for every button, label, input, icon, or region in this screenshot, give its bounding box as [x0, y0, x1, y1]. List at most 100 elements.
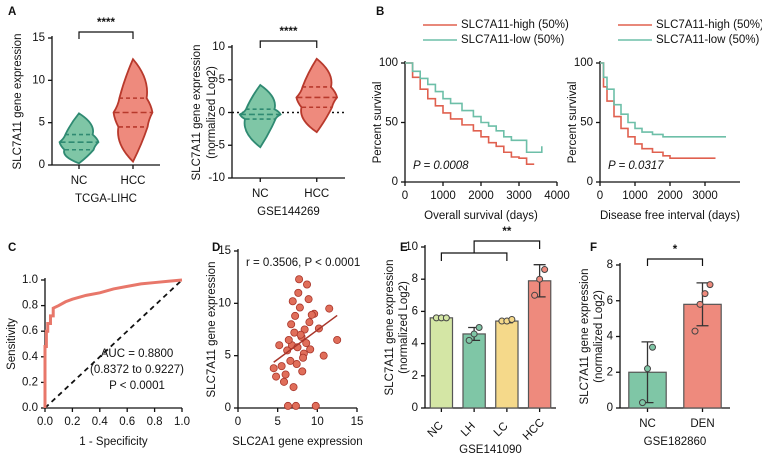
point — [691, 327, 699, 335]
point — [286, 356, 295, 365]
annotation: r = 0.3506, P < 0.0001 — [246, 257, 360, 269]
point — [696, 300, 704, 308]
point — [291, 311, 300, 320]
point — [292, 360, 301, 369]
fit-line — [273, 314, 338, 363]
y-tick-label: 4 — [412, 338, 419, 350]
point — [294, 288, 303, 297]
x-tick-label: NC — [639, 418, 656, 430]
significance-label: * — [673, 244, 678, 256]
y-axis-label: (normalized Log2) — [398, 281, 410, 374]
significance-bracket — [78, 31, 134, 39]
point — [706, 281, 714, 289]
y-axis-label: SLC7A11 gene expression — [384, 260, 396, 396]
y-tick-label: 15 — [218, 245, 231, 257]
point — [295, 275, 304, 284]
x-axis-label: GSE141090 — [459, 444, 522, 456]
significance-label: **** — [97, 17, 115, 29]
x-tick-label: DEN — [690, 418, 714, 430]
x-tick-label: HCC — [304, 188, 329, 200]
point — [305, 318, 314, 327]
y-tick-label: -5 — [215, 139, 225, 151]
point — [296, 330, 305, 339]
x-tick-label: 1000 — [622, 190, 648, 202]
point — [302, 339, 311, 348]
violin — [112, 57, 154, 164]
x-tick-label: 0.2 — [64, 416, 80, 428]
violin — [295, 57, 339, 134]
point — [281, 370, 290, 379]
point — [536, 275, 544, 283]
roc-curve — [43, 278, 183, 408]
y-tick-label: 8 — [412, 273, 418, 285]
bar — [462, 333, 486, 409]
significance-bracket — [440, 240, 541, 261]
point — [465, 336, 473, 344]
violin — [238, 83, 282, 149]
point — [325, 304, 334, 313]
y-tick-label: 0 — [412, 402, 418, 414]
x-tick-label: 4000 — [544, 190, 570, 202]
point — [288, 297, 297, 306]
y-tick-label: 0.4 — [22, 351, 39, 363]
y-axis-label: Percent survival — [372, 82, 384, 164]
panel-label: E — [400, 242, 408, 254]
x-tick-label: HCC — [121, 175, 146, 187]
x-tick-label: LC — [492, 420, 511, 439]
point — [283, 401, 292, 410]
y-tick-label: 100 — [574, 57, 593, 69]
point — [298, 367, 307, 376]
y-tick-label: 6 — [412, 305, 418, 317]
diagonal — [44, 279, 183, 409]
x-tick-label: 2000 — [657, 190, 683, 202]
point — [639, 399, 646, 407]
violin — [58, 112, 100, 165]
y-axis-label: (normalized Log2) — [593, 290, 605, 383]
y-tick-label: 0.0 — [22, 402, 38, 414]
y-axis-label: SLC7A11 gene expression — [191, 45, 203, 181]
point — [531, 291, 539, 299]
point — [307, 310, 316, 319]
x-tick-label: HCC — [521, 417, 547, 443]
significance-label: **** — [280, 26, 298, 38]
y-tick-label: 50 — [580, 117, 593, 129]
x-tick-label: 0.4 — [92, 416, 109, 428]
point — [311, 401, 320, 410]
y-axis-label: SLC7A11 gene expression — [579, 269, 591, 405]
x-tick-label: 0 — [235, 416, 241, 428]
bar — [527, 280, 552, 409]
panel-label: D — [212, 242, 220, 254]
panel-label: B — [376, 6, 384, 18]
annotation: (0.8372 to 0.9227) — [90, 364, 184, 376]
x-tick-label: NC — [252, 188, 269, 200]
point — [291, 401, 300, 410]
point — [277, 362, 286, 371]
survival-curve — [600, 62, 726, 138]
x-tick-label: LH — [459, 420, 478, 439]
point — [295, 303, 304, 312]
y-tick-label: 4 — [607, 331, 614, 343]
x-tick-label: 3000 — [506, 190, 532, 202]
y-tick-label: 8 — [607, 259, 613, 271]
annotation: P < 0.0001 — [109, 380, 165, 392]
point — [300, 325, 309, 334]
point — [269, 364, 278, 373]
significance-bracket — [646, 258, 704, 266]
x-tick-label: 0.6 — [119, 416, 135, 428]
y-tick-label: 0.6 — [22, 325, 38, 337]
point — [272, 372, 281, 381]
y-tick-label: 0 — [607, 402, 613, 414]
x-tick-label: 0.8 — [147, 416, 163, 428]
legend-label: SLC7A11-low (50%) — [656, 34, 760, 46]
x-tick-label: 5 — [274, 416, 280, 428]
y-tick-label: 0 — [219, 107, 225, 119]
point — [333, 335, 342, 344]
point — [289, 383, 298, 392]
panel-label: C — [8, 242, 16, 254]
point — [649, 343, 656, 351]
point — [442, 314, 450, 322]
point — [306, 345, 315, 354]
y-tick-label: 5 — [225, 350, 231, 362]
x-tick-label: 10 — [311, 416, 324, 428]
